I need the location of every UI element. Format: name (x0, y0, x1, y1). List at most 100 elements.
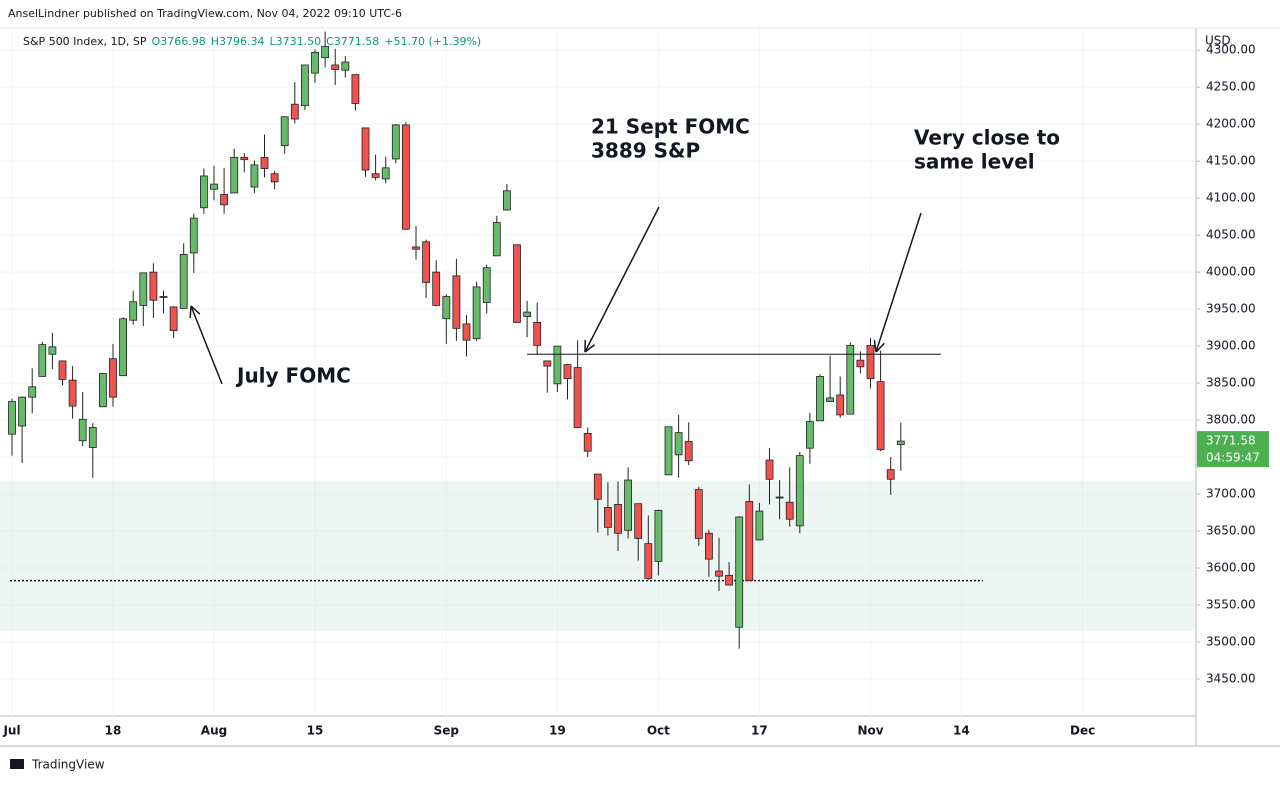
candle-body (110, 359, 117, 397)
candle-body (312, 52, 319, 73)
candle-body (615, 504, 622, 533)
candle-body (877, 382, 884, 450)
candle-body (726, 575, 733, 585)
candle-body (170, 307, 177, 331)
candle-body (211, 184, 218, 189)
candle-body (160, 297, 167, 298)
x-tick-label: Sep (434, 724, 460, 738)
candle-body (423, 242, 430, 283)
x-tick-label: Aug (201, 724, 227, 738)
annotation: July FOMC (235, 364, 351, 388)
candle-body (897, 441, 904, 444)
legend-h: H3796.34 (211, 35, 265, 48)
y-tick-label: 4200.00 (1206, 117, 1256, 131)
candle-body (584, 433, 591, 451)
candle-body (99, 373, 106, 406)
candle-body (140, 273, 147, 306)
candle-body (352, 75, 359, 104)
candle-body (9, 402, 16, 435)
candle-body (463, 324, 470, 340)
candle-body (221, 194, 228, 204)
footer: TradingView (31, 758, 105, 772)
candle-body (453, 276, 460, 329)
candle-body (382, 168, 389, 179)
y-tick-label: 3900.00 (1206, 339, 1256, 353)
candle-body (827, 398, 834, 402)
y-tick-label: 3700.00 (1206, 487, 1256, 501)
candle-body (675, 433, 682, 455)
candle-body (241, 157, 248, 159)
candle-body (271, 174, 278, 182)
candle-body (524, 312, 531, 316)
tv-logo (10, 759, 24, 769)
candle-body (716, 571, 723, 576)
candle-body (332, 65, 339, 69)
candle-body (180, 254, 187, 308)
candle-body (776, 497, 783, 498)
candle-body (89, 427, 96, 447)
candle-body (746, 501, 753, 580)
candle-body (372, 174, 379, 178)
candle-body (251, 165, 258, 187)
annotation: same level (914, 150, 1035, 174)
candle-body (857, 360, 864, 367)
legend-symbol: S&P 500 Index, 1D, SP (23, 35, 147, 48)
y-tick-label: 3600.00 (1206, 561, 1256, 575)
candle-body (594, 474, 601, 499)
candle-body (200, 176, 207, 208)
y-tick-label: 3850.00 (1206, 376, 1256, 390)
countdown: 04:59:47 (1206, 451, 1260, 465)
candle-body (29, 387, 36, 397)
candle-body (544, 361, 551, 366)
x-tick-label: 18 (105, 724, 122, 738)
candle-body (796, 456, 803, 526)
candle-body (756, 511, 763, 540)
candle-body (443, 297, 450, 319)
x-tick-label: 19 (549, 724, 566, 738)
candle-body (817, 376, 824, 420)
y-tick-label: 4000.00 (1206, 265, 1256, 279)
candle-body (554, 346, 561, 384)
y-tick-label: 4300.00 (1206, 43, 1256, 57)
y-tick-label: 4050.00 (1206, 228, 1256, 242)
candle-body (564, 365, 571, 379)
candle-body (79, 419, 86, 440)
candle-body (150, 272, 157, 300)
annotation: 3889 S&P (591, 139, 700, 163)
x-tick-label: Dec (1070, 724, 1095, 738)
annotation: 21 Sept FOMC (591, 115, 750, 139)
candle-body (69, 380, 76, 406)
candle-body (483, 268, 490, 303)
candle-body (645, 544, 652, 579)
legend-o: O3766.98 (152, 35, 206, 48)
candle-body (806, 422, 813, 449)
candle-body (130, 302, 137, 320)
candle-body (433, 272, 440, 305)
candle-body (19, 397, 26, 426)
candle-body (281, 117, 288, 146)
y-tick-label: 3950.00 (1206, 302, 1256, 316)
x-tick-label: 17 (751, 724, 768, 738)
candle-body (625, 480, 632, 530)
candle-body (231, 157, 238, 193)
candle-body (695, 490, 702, 539)
legend-c: C3771.58 (326, 35, 379, 48)
candle-body (493, 223, 500, 256)
x-tick-label: Jul (2, 724, 20, 738)
x-tick-label: Oct (647, 724, 670, 738)
candle-body (49, 347, 56, 354)
candle-body (261, 157, 268, 168)
candle-body (766, 460, 773, 479)
candle-body (574, 368, 581, 428)
candle-body (867, 345, 874, 378)
candle-body (665, 427, 672, 475)
candle-body (59, 361, 66, 379)
y-tick-label: 3550.00 (1206, 598, 1256, 612)
y-tick-label: 4100.00 (1206, 191, 1256, 205)
candle-body (190, 218, 197, 253)
arrow-head (190, 306, 191, 318)
candle-body (291, 104, 298, 119)
candle-body (39, 345, 46, 377)
